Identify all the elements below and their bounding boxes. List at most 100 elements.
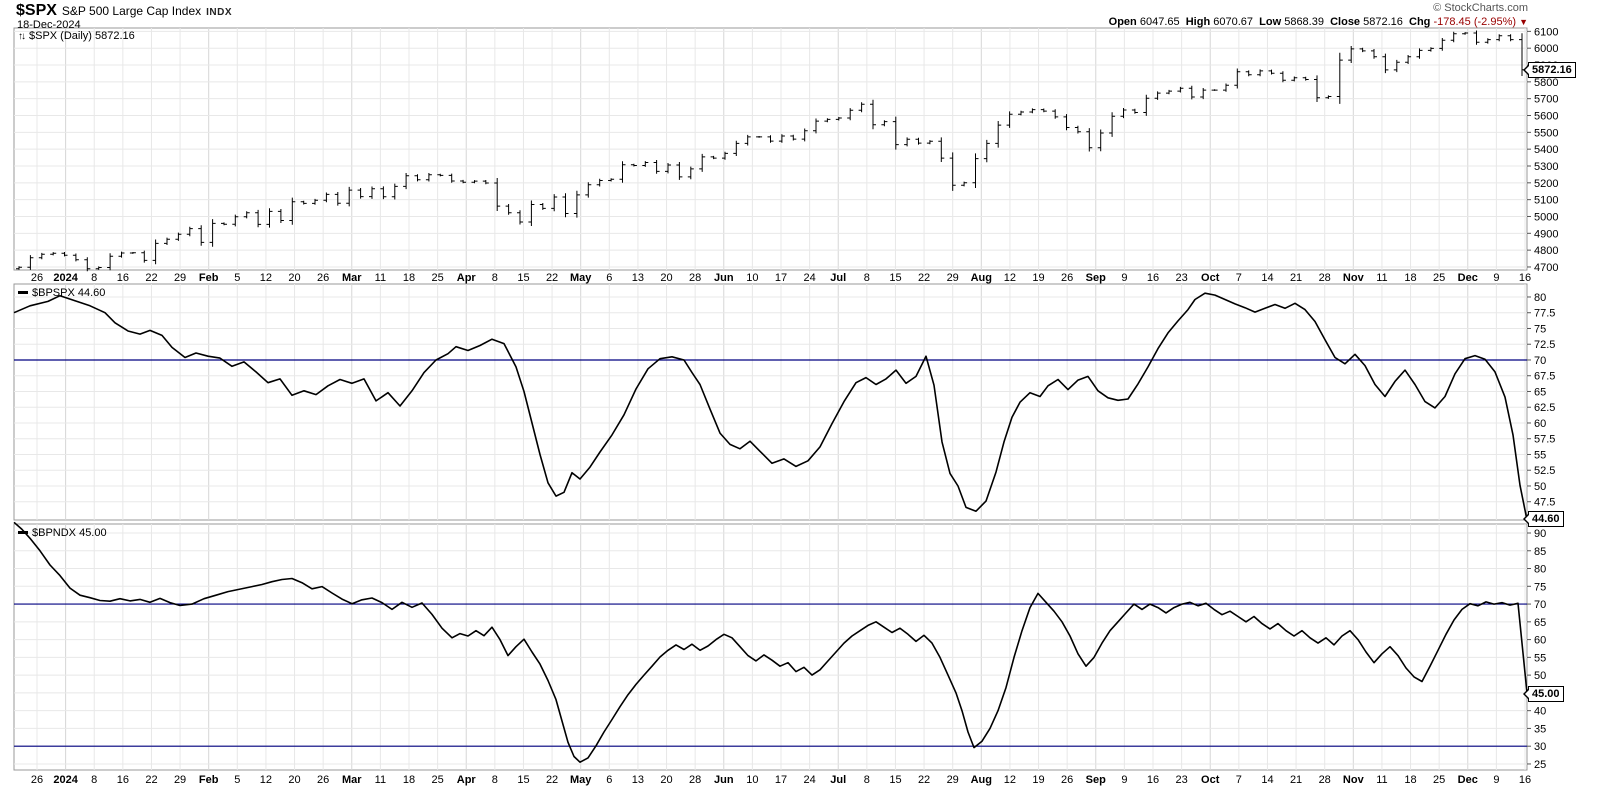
bpspx-last-value-badge: 44.60	[1523, 511, 1564, 527]
svg-text:5: 5	[234, 272, 240, 284]
svg-text:80: 80	[1534, 564, 1546, 576]
svg-text:72.5: 72.5	[1534, 339, 1555, 351]
svg-text:Jul: Jul	[830, 272, 846, 284]
svg-text:29: 29	[947, 272, 959, 284]
svg-text:Apr: Apr	[457, 774, 477, 786]
svg-text:May: May	[570, 774, 592, 786]
svg-text:9: 9	[1493, 272, 1499, 284]
svg-text:30: 30	[1534, 741, 1546, 753]
svg-text:26: 26	[317, 774, 329, 786]
bpndx-panel-line	[13, 521, 1528, 764]
svg-text:21: 21	[1290, 272, 1302, 284]
svg-text:23: 23	[1175, 774, 1187, 786]
svg-text:Jul: Jul	[830, 774, 846, 786]
svg-text:Apr: Apr	[457, 272, 477, 284]
svg-text:77.5: 77.5	[1534, 308, 1555, 320]
svg-text:Oct: Oct	[1201, 774, 1220, 786]
svg-text:40: 40	[1534, 706, 1546, 718]
line-swatch-icon	[18, 290, 28, 294]
svg-text:13: 13	[632, 272, 644, 284]
svg-text:75: 75	[1534, 323, 1546, 335]
low-label: Low	[1259, 16, 1282, 28]
bpndx-panel-legend: $BPNDX 45.00	[18, 527, 107, 539]
svg-text:Sep: Sep	[1086, 774, 1106, 786]
svg-text:52.5: 52.5	[1534, 465, 1555, 477]
svg-text:55: 55	[1534, 652, 1546, 664]
svg-text:15: 15	[889, 774, 901, 786]
svg-text:Jun: Jun	[714, 774, 734, 786]
svg-text:9: 9	[1121, 774, 1127, 786]
svg-text:2024: 2024	[53, 272, 78, 284]
svg-text:14: 14	[1261, 774, 1273, 786]
svg-text:22: 22	[145, 774, 157, 786]
svg-text:8: 8	[492, 774, 498, 786]
chg-value: -178.45 (-2.95%)	[1433, 16, 1517, 28]
svg-text:22: 22	[546, 272, 558, 284]
svg-text:May: May	[570, 272, 592, 284]
low-value: 5868.39	[1284, 16, 1324, 28]
svg-text:4800: 4800	[1534, 245, 1558, 257]
svg-text:26: 26	[1061, 774, 1073, 786]
svg-text:15: 15	[889, 272, 901, 284]
price-last-value-badge: 5872.16	[1523, 62, 1576, 78]
svg-text:18: 18	[403, 272, 415, 284]
svg-text:Nov: Nov	[1343, 774, 1365, 786]
bpndx-panel: 9085807570656055504540353025	[13, 521, 1546, 771]
symbol: $SPX	[16, 2, 57, 19]
svg-text:28: 28	[1319, 272, 1331, 284]
svg-text:55: 55	[1534, 449, 1546, 461]
svg-text:14: 14	[1261, 272, 1273, 284]
chg-direction-dropdown-icon[interactable]: ▼	[1519, 17, 1528, 27]
svg-text:Aug: Aug	[971, 774, 992, 786]
svg-text:25: 25	[1433, 272, 1445, 284]
svg-text:8: 8	[91, 774, 97, 786]
svg-text:11: 11	[375, 774, 386, 786]
bpspx-panel-line	[13, 292, 1528, 521]
svg-text:5700: 5700	[1534, 94, 1558, 106]
svg-text:Mar: Mar	[342, 272, 362, 284]
svg-text:65: 65	[1534, 617, 1546, 629]
svg-text:5300: 5300	[1534, 161, 1558, 173]
svg-text:11: 11	[375, 272, 386, 284]
svg-text:6: 6	[606, 774, 612, 786]
bpspx-legend-text: $BPSPX 44.60	[32, 287, 106, 299]
svg-text:35: 35	[1534, 723, 1546, 735]
svg-text:28: 28	[1319, 774, 1331, 786]
close-value: 5872.16	[1363, 16, 1403, 28]
svg-text:24: 24	[803, 272, 815, 284]
svg-text:7: 7	[1236, 272, 1242, 284]
svg-text:20: 20	[288, 272, 300, 284]
svg-text:65: 65	[1534, 386, 1546, 398]
svg-text:11: 11	[1376, 272, 1387, 284]
svg-text:22: 22	[918, 774, 930, 786]
svg-text:10: 10	[746, 774, 758, 786]
svg-text:22: 22	[546, 774, 558, 786]
svg-text:25: 25	[431, 774, 443, 786]
svg-text:8: 8	[864, 774, 870, 786]
svg-text:15: 15	[517, 774, 529, 786]
high-label: High	[1185, 16, 1211, 28]
svg-text:28: 28	[689, 774, 701, 786]
svg-text:22: 22	[145, 272, 157, 284]
svg-text:6: 6	[606, 272, 612, 284]
svg-text:20: 20	[288, 774, 300, 786]
open-label: Open	[1108, 16, 1137, 28]
svg-text:11: 11	[1376, 774, 1387, 786]
svg-text:22: 22	[918, 272, 930, 284]
svg-text:5200: 5200	[1534, 178, 1558, 190]
svg-text:13: 13	[632, 774, 644, 786]
svg-text:25: 25	[1433, 774, 1445, 786]
bpndx-legend-text: $BPNDX 45.00	[32, 527, 107, 539]
svg-text:20: 20	[660, 774, 672, 786]
svg-text:75: 75	[1534, 581, 1546, 593]
line-swatch-icon	[18, 530, 28, 534]
svg-text:47.5: 47.5	[1534, 497, 1555, 509]
svg-text:16: 16	[117, 272, 129, 284]
open-value: 6047.65	[1139, 16, 1180, 28]
svg-text:8: 8	[91, 272, 97, 284]
date-axis: 26 2024 8 16 22 29 Feb 5 12 20 26 Mar 11 18 25 Apr 8 15 22…	[31, 272, 1531, 284]
svg-text:25: 25	[1534, 759, 1546, 771]
svg-text:5100: 5100	[1534, 195, 1558, 207]
svg-text:8: 8	[492, 272, 498, 284]
